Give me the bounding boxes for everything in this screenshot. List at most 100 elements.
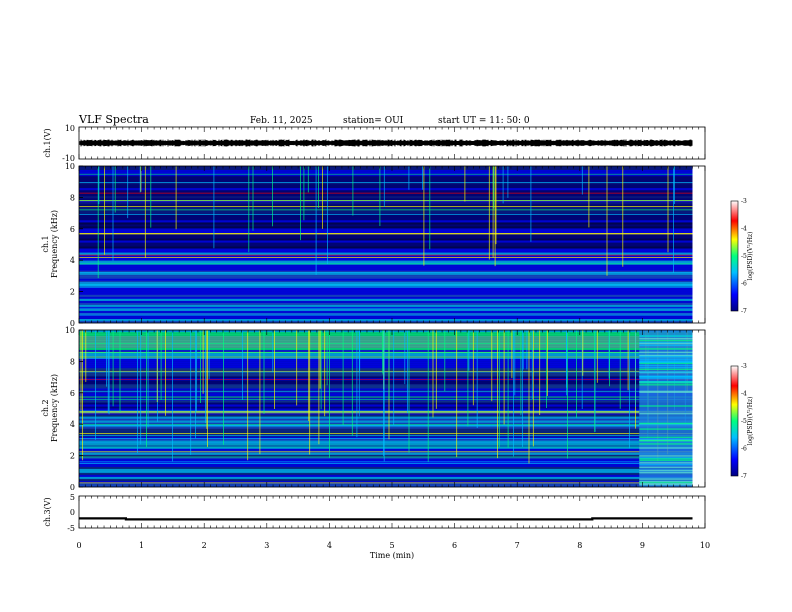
- spec1-band: [79, 216, 693, 219]
- ch2-regime-texture: [639, 481, 693, 483]
- ch2-regime-texture: [639, 381, 693, 383]
- ch2-regime-texture: [639, 342, 693, 344]
- ch2-spectrogram-yticks: 0 2 4 6 8 10: [65, 326, 83, 492]
- time-axis-tick-label: 6: [452, 541, 457, 550]
- spec2-band: [79, 422, 693, 425]
- spec1-band: [79, 317, 693, 320]
- ch2-regime-texture: [639, 382, 693, 384]
- ch2-regime-texture: [639, 480, 693, 483]
- spec1-band: [79, 212, 693, 215]
- spec2-band: [79, 452, 693, 456]
- spec2-band: [79, 356, 693, 359]
- spec2-band: [79, 392, 693, 395]
- ch3-ytick-bottom: -5: [67, 524, 75, 533]
- spec2-band: [79, 408, 693, 411]
- ch2-spectrogram-ytick-label: 8: [70, 357, 75, 366]
- spec1-band: [79, 196, 693, 199]
- ch2-colorbar-tick: -6: [741, 446, 747, 453]
- time-axis-tick-label: 4: [327, 541, 332, 550]
- spec2-band: [79, 354, 693, 357]
- spec2-band: [79, 380, 693, 383]
- spec1-band: [79, 238, 693, 241]
- time-axis-tick-label: 10: [700, 541, 710, 550]
- spec1-band: [79, 286, 693, 290]
- ch2-regime-texture: [639, 469, 693, 472]
- ch1-colorbar: -3 -4 -5 -6 -7 log(PSD)(V²/Hz): [730, 198, 754, 315]
- spec2-band: [79, 476, 693, 480]
- ch1-spectrogram-image: [79, 166, 693, 324]
- spec2-band: [79, 338, 693, 341]
- ch1-colorbar-tick: -7: [741, 308, 747, 315]
- spec2-band: [79, 384, 693, 387]
- ch2-spectrogram-image: [79, 330, 693, 488]
- ch2-regime-texture: [639, 364, 693, 367]
- ch2-colorbar-tick: -7: [741, 473, 747, 480]
- spec1-band: [79, 300, 693, 304]
- spec1-band: [79, 252, 693, 255]
- ch2-regime-texture: [639, 457, 693, 459]
- ch1-colorbar-tick: -5: [741, 253, 747, 260]
- spec1-band: [79, 222, 693, 225]
- spec1-band: [79, 200, 693, 203]
- ch2-regime-texture: [639, 344, 693, 346]
- spec2-band: [79, 366, 693, 369]
- spec1-band: [79, 276, 693, 279]
- spec1-band: [79, 319, 693, 322]
- spec2-band: [79, 448, 693, 452]
- spec1-band: [79, 296, 693, 300]
- date-label: Feb. 11, 2025: [250, 116, 313, 126]
- spec2-band: [79, 474, 693, 478]
- ch2-regime-texture: [639, 354, 693, 357]
- spec2-band: [79, 368, 693, 371]
- ch2-spectrogram-ylabel: Frequency (kHz): [50, 374, 59, 442]
- spec1-band: [79, 268, 693, 271]
- ch2-regime-texture: [639, 478, 693, 480]
- ch2-regime-texture: [639, 360, 693, 362]
- ch2-regime-texture: [639, 455, 693, 457]
- ch2-regime-texture: [639, 413, 693, 415]
- spec1-band: [79, 180, 693, 183]
- spec2-band: [79, 412, 693, 415]
- ch3-signal-line: [79, 517, 693, 521]
- ch1-spectrogram-ytick-label: 10: [65, 162, 75, 171]
- ch2-colorbar-tick: -4: [741, 391, 747, 398]
- time-axis-tick-label: 2: [202, 541, 207, 550]
- spec2-band: [79, 358, 693, 361]
- spec2-band: [79, 376, 693, 379]
- spec1-band: [79, 278, 693, 281]
- spec2-band: [79, 332, 693, 335]
- spec1-band: [79, 294, 693, 298]
- ch2-regime-texture: [639, 462, 693, 464]
- spec2-band: [79, 481, 693, 484]
- spec1-band: [79, 240, 693, 243]
- spec2-band: [79, 382, 693, 385]
- spec1-band: [79, 234, 693, 237]
- spec1-band: [79, 280, 693, 283]
- ch2-regime-texture: [639, 459, 693, 462]
- ch1-waveform-trace: [79, 139, 693, 147]
- ch1-spectrogram-ytick-label: 0: [70, 319, 75, 328]
- spec2-band: [79, 400, 693, 403]
- spec2-band: [79, 352, 693, 355]
- spec2-band: [79, 388, 693, 391]
- ch2-colorbar-gradient: [730, 365, 739, 477]
- ch2-spectrogram-ytick-label: 0: [70, 483, 75, 492]
- spec1-band: [79, 190, 693, 193]
- ch3-signal-panel: 5 0 -5 ch.3(V): [43, 493, 706, 533]
- spec1-band: [79, 188, 693, 191]
- spec1-band: [79, 282, 693, 285]
- spec2-band: [79, 374, 693, 377]
- spec1-band: [79, 264, 693, 267]
- spec2-band: [79, 454, 693, 458]
- spec2-band: [79, 346, 693, 349]
- ch2-regime-texture: [639, 377, 693, 379]
- time-axis-tick-label: 1: [139, 541, 144, 550]
- spec1-band: [79, 258, 693, 261]
- spec1-band: [79, 230, 693, 233]
- spec1-band: [79, 228, 693, 231]
- spec2-band: [79, 438, 693, 441]
- spec2-band: [79, 456, 693, 460]
- spec1-band: [79, 172, 693, 175]
- spec1-band: [79, 308, 693, 312]
- ch2-regime-texture: [639, 368, 693, 370]
